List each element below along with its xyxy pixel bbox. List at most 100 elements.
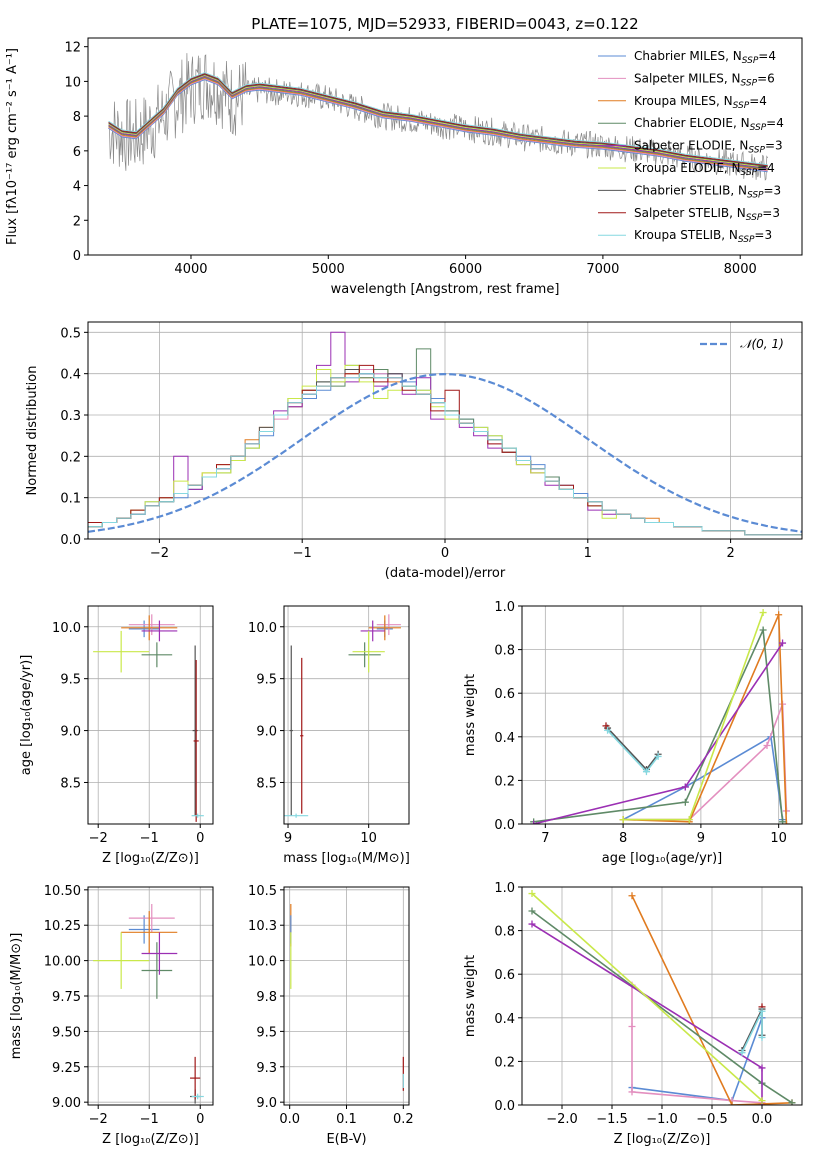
- y-tick-label: 10.00: [44, 955, 81, 970]
- plot-area: [528, 890, 796, 1105]
- x-tick-label: 7: [541, 831, 549, 846]
- y-tick-label: 9.3: [256, 1061, 277, 1076]
- errorbar-point-2: [121, 615, 178, 641]
- y-tick-label: 10.0: [248, 955, 277, 970]
- model-spectrum-7: [108, 73, 768, 167]
- x-tick-label: 5000: [312, 262, 345, 277]
- y-tick-label: 9.5: [256, 1025, 277, 1040]
- series-marker: [642, 768, 650, 776]
- series-marker: [628, 1023, 636, 1031]
- y-tick-label: 10.0: [248, 621, 277, 636]
- x-tick-label: 4000: [174, 262, 207, 277]
- y-tick-label: 0.0: [494, 818, 515, 833]
- y-tick-label: 9.0: [60, 725, 81, 740]
- y-tick-label: 0.2: [494, 774, 515, 789]
- plot-area: [93, 903, 204, 1104]
- series-marker: [758, 1064, 766, 1072]
- legend-entry-sub: SSP: [750, 123, 767, 133]
- histogram-8: [88, 373, 802, 536]
- errorbar-point-6: [289, 645, 293, 816]
- legend-entry-count: =3: [754, 228, 772, 242]
- legend-entry: 𝒩(0, 1): [740, 337, 784, 351]
- x-tick-label: 10: [360, 831, 377, 846]
- legend-entry-sub: SSP: [742, 56, 759, 66]
- legend-entry-sub: SSP: [741, 168, 758, 178]
- errorbar-point-1: [128, 903, 175, 933]
- legend-entry-count: =6: [757, 71, 775, 85]
- x-tick-label: −2: [150, 546, 169, 561]
- legend-entry-count: =3: [762, 206, 780, 220]
- legend-entry-name: Kroupa STELIB, N: [634, 228, 738, 242]
- x-tick-label: 0: [441, 546, 449, 561]
- series-line-1: [623, 703, 788, 821]
- gaussian-curve: [88, 372, 802, 533]
- model-spectrum-3: [108, 76, 768, 170]
- legend-entry-name: Salpeter ELODIE, N: [634, 139, 748, 153]
- series-marker: [728, 1101, 736, 1105]
- plot-area: [93, 614, 204, 822]
- y-axis-label: mass [log₁₀(M/M⊙)]: [9, 933, 24, 1060]
- x-tick-label: 0.1: [336, 1112, 357, 1127]
- legend-entry-sub: SSP: [741, 78, 758, 88]
- errorbar-point-5: [93, 932, 150, 989]
- plot-area: [530, 609, 790, 824]
- x-tick-label: −2: [89, 1112, 108, 1127]
- legend-entry: Salpeter STELIB, NSSP=3: [634, 206, 780, 223]
- model-spectrum-8: [108, 72, 768, 166]
- y-tick-label: 0.4: [494, 1012, 515, 1027]
- x-tick-label: 7000: [586, 262, 619, 277]
- legend-entry: Chabrier ELODIE, NSSP=4: [634, 116, 784, 133]
- x-tick-label: 6000: [449, 262, 482, 277]
- y-tick-label: 8: [73, 110, 81, 125]
- y-tick-label: 0.2: [494, 1055, 515, 1070]
- series-line-5: [623, 612, 764, 821]
- panel-age-vs-mass: 9 10 8.5 9.0 9.5 10.0 mass [log₁₀(M/M⊙)]: [248, 605, 410, 866]
- errorbar-point-5: [352, 630, 385, 673]
- y-tick-label: 9.8: [256, 990, 277, 1005]
- y-tick-label: 8.5: [60, 776, 81, 791]
- errorbar-point-4: [141, 620, 178, 642]
- plot-area: [284, 614, 401, 818]
- series-marker: [628, 892, 636, 900]
- axes-frame: [283, 605, 410, 825]
- legend-entry: Kroupa MILES, NSSP=4: [634, 94, 767, 111]
- errorbar-point-3: [348, 642, 381, 668]
- legend-entry-count: =4: [766, 116, 784, 130]
- plot-area: [88, 331, 802, 536]
- series-line-1: [631, 985, 763, 1104]
- y-tick-label: 10.25: [44, 919, 81, 934]
- y-tick-label: 0.6: [494, 968, 515, 983]
- errorbar-point-4: [141, 932, 178, 975]
- y-tick-label: 9.00: [52, 1096, 81, 1111]
- errorbar-point-6: [192, 645, 198, 816]
- errorbar-point-0: [128, 915, 160, 944]
- x-tick-label: −0.5: [696, 1112, 728, 1127]
- errorbar-point-8: [191, 1093, 204, 1100]
- x-axis-label: Z [log₁₀(Z/Z⊙)]: [102, 1132, 199, 1147]
- errorbar-point-3: [141, 642, 173, 668]
- series-marker: [528, 890, 536, 898]
- x-axis-label: mass [log₁₀(M/M⊙)]: [283, 851, 410, 866]
- errorbar-point-2: [368, 615, 401, 641]
- panel-mass-weight-vs-metallicity: −2.0 −1.5 −1.0 −0.5 0.0 0.0 0.2 0.4 0.6 0.8 1.0 Z […: [463, 881, 803, 1147]
- series-line-4: [531, 923, 763, 1105]
- y-tick-label: 6: [73, 145, 81, 160]
- y-tick-label: 1.0: [494, 600, 515, 615]
- y-tick-label: 0.5: [60, 326, 81, 341]
- y-tick-label: 10.3: [248, 919, 277, 934]
- series-marker: [628, 1088, 636, 1096]
- series-marker: [788, 1099, 796, 1105]
- legend-entry: Chabrier STELIB, NSSP=3: [634, 183, 781, 200]
- figure-title: PLATE=1075, MJD=52933, FIBERID=0043, z=0…: [251, 15, 638, 33]
- x-tick-label: −1.5: [596, 1112, 628, 1127]
- series-marker: [782, 820, 790, 824]
- y-tick-label: 9.5: [256, 673, 277, 688]
- legend-entry-name: Kroupa MILES, N: [634, 94, 733, 108]
- legend-entry-sub: SSP: [738, 235, 755, 245]
- legend-entry: Kroupa ELODIE, NSSP=4: [634, 161, 775, 178]
- x-axis-label: E(B-V): [326, 1132, 366, 1147]
- x-axis-label: wavelength [Angstrom, rest frame]: [331, 282, 560, 297]
